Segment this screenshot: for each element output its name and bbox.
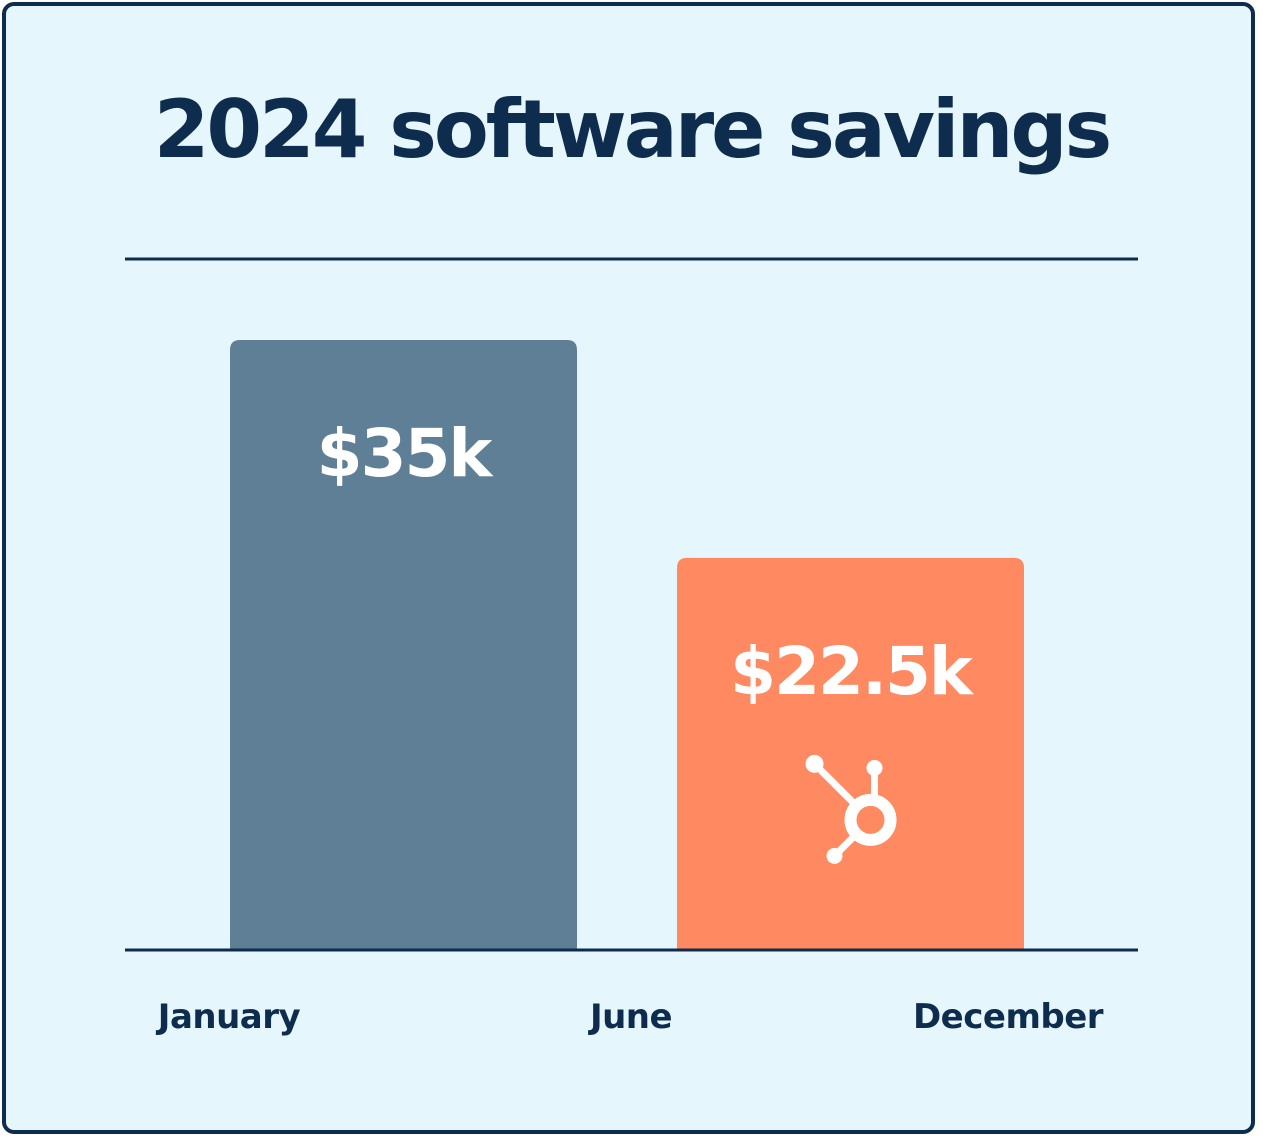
bar-1 [230,340,577,950]
x-tick-label-june: June [588,997,672,1037]
hubspot-logo-icon [805,754,897,864]
x-tick-label-january: January [156,997,301,1037]
x-tick-label-december: December [913,997,1104,1037]
bar-value-label-2: $22.5k [730,633,975,710]
chart-title: 2024 software savings [153,83,1113,176]
bar-value-label-1: $35k [317,415,495,492]
bar-2 [677,557,1024,950]
